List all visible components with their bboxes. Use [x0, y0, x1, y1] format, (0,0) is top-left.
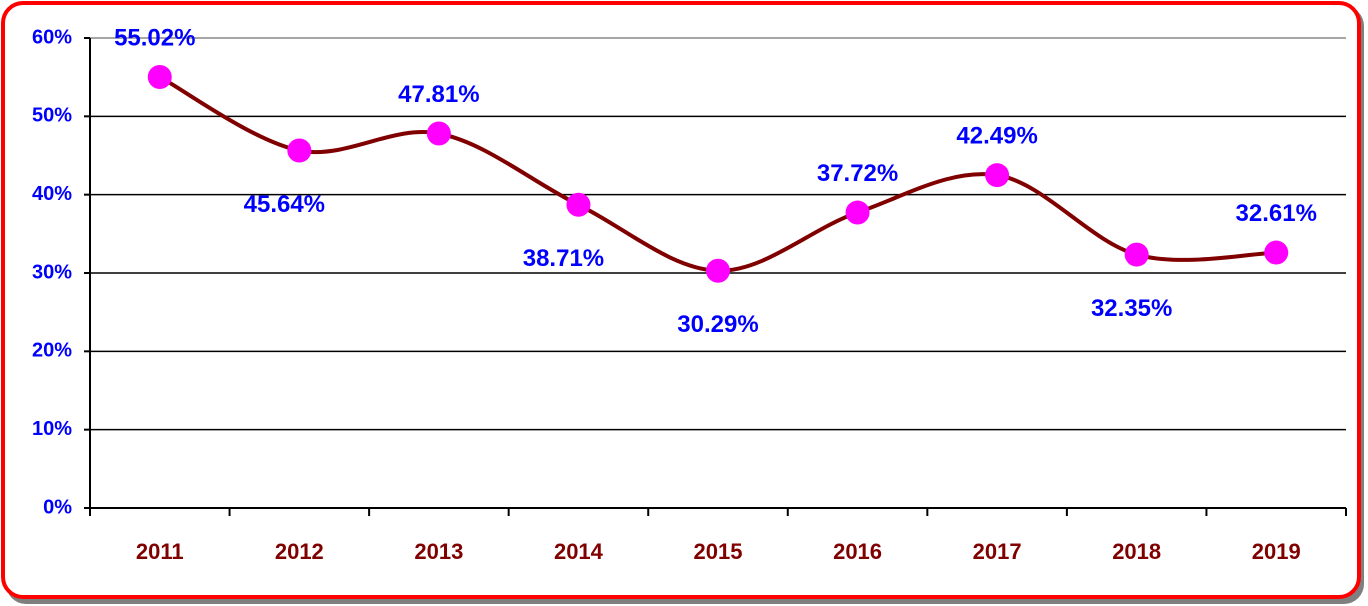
data-point	[706, 258, 730, 283]
x-tick-label: 2011	[136, 539, 184, 564]
y-tick-label: 20%	[32, 340, 72, 362]
y-tick-label: 0%	[43, 496, 72, 518]
x-tick-label: 2014	[554, 539, 604, 564]
x-tick-label: 2015	[694, 539, 743, 564]
data-label: 45.64%	[244, 191, 325, 218]
data-label: 37.72%	[817, 160, 898, 187]
data-label: 32.35%	[1091, 295, 1172, 322]
data-point	[287, 138, 312, 163]
data-point	[845, 200, 870, 225]
data-point	[1124, 242, 1149, 267]
data-label: 55.02%	[114, 24, 195, 51]
y-tick-label: 30%	[32, 261, 72, 283]
data-label: 47.81%	[398, 81, 479, 108]
data-label: 30.29%	[677, 311, 758, 338]
x-tick-label: 2017	[973, 539, 1022, 564]
x-tick-label: 2019	[1252, 539, 1301, 564]
y-tick-label: 60%	[32, 26, 72, 48]
data-point	[147, 65, 172, 90]
data-point	[426, 121, 451, 146]
data-point	[566, 192, 591, 217]
data-point	[985, 163, 1010, 188]
data-label: 38.71%	[523, 245, 604, 272]
data-label: 32.61%	[1236, 200, 1317, 227]
y-tick-label: 40%	[32, 183, 72, 205]
y-tick-label: 10%	[32, 418, 72, 440]
x-tick-label: 2012	[275, 539, 324, 564]
data-label: 42.49%	[956, 123, 1037, 150]
x-tick-label: 2018	[1112, 539, 1161, 564]
data-point	[1264, 240, 1289, 265]
y-tick-label: 50%	[32, 105, 72, 127]
x-tick-label: 2016	[833, 539, 882, 564]
x-tick-label: 2013	[414, 539, 463, 564]
